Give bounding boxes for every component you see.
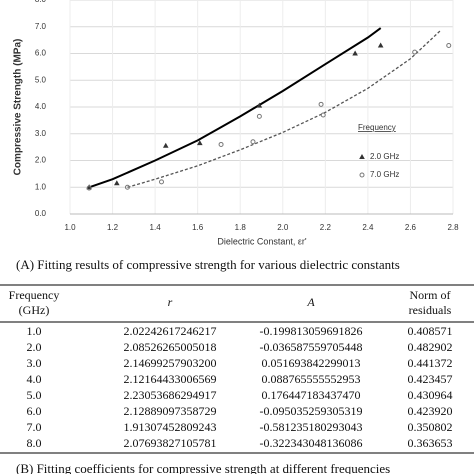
x-tick-label: 1.2 <box>107 223 119 232</box>
table-cell: 0.430964 <box>408 388 453 402</box>
table-cell: 0.088765555552953 <box>262 372 361 386</box>
y-tick-label: 3.0 <box>35 129 47 138</box>
table-header: A <box>306 295 315 309</box>
table-cell: 0.408571 <box>408 324 453 338</box>
table-cell: 0.423920 <box>408 404 453 418</box>
table-cell: -0.095035259305319 <box>260 404 363 418</box>
data-point <box>412 49 418 55</box>
x-axis-label: Dielectric Constant, εr' <box>217 236 307 246</box>
table-cell: 1.91307452809243 <box>124 420 217 434</box>
table-cell: -0.199813059691826 <box>260 324 363 338</box>
table-cell: 0.176447183437470 <box>262 388 361 402</box>
y-tick-label: 6.0 <box>35 49 47 58</box>
table-cell: 7.0 <box>27 420 42 434</box>
y-tick-label: 1.0 <box>35 182 47 191</box>
fit-line <box>127 30 441 188</box>
data-point <box>320 112 326 118</box>
legend-label: 2.0 GHz <box>370 152 399 161</box>
legend-marker <box>359 154 365 159</box>
data-point <box>250 139 256 145</box>
table-cell: 5.0 <box>27 388 42 402</box>
table-cell: 0.441372 <box>408 356 453 370</box>
y-tick-label: 5.0 <box>35 75 47 84</box>
table-cell: 4.0 <box>27 372 42 386</box>
data-point <box>318 101 324 107</box>
x-tick-label: 2.4 <box>362 223 374 232</box>
table-header: Frequency (GHz) <box>9 288 60 317</box>
table-cell: 0.482902 <box>408 340 453 354</box>
legend-title: Frequency <box>358 123 396 132</box>
table-cell: 3.0 <box>27 356 42 370</box>
data-point <box>86 184 92 190</box>
table-cell: 2.07693827105781 <box>124 436 217 450</box>
table-cell: -0.322343048136086 <box>260 436 363 450</box>
table-cell: 0.350802 <box>408 420 453 434</box>
x-tick-label: 1.6 <box>192 223 204 232</box>
data-point <box>256 102 263 108</box>
data-point <box>158 179 164 185</box>
x-tick-label: 2.0 <box>277 223 289 232</box>
table-cell: 2.14699257903200 <box>124 356 217 370</box>
y-tick-label: 7.0 <box>35 22 47 31</box>
table-cell: 0.051693842299013 <box>262 356 361 370</box>
y-axis-label: Compressive Strength (MPa) <box>13 39 24 176</box>
table-cell: 1.0 <box>27 324 42 338</box>
table-cell: 2.12164433006569 <box>124 372 217 386</box>
y-tick-label: 8.0 <box>35 0 47 4</box>
data-point <box>86 185 92 191</box>
x-tick-label: 2.8 <box>447 223 459 232</box>
table-header: Norm of residuals <box>409 288 452 317</box>
legend-marker <box>359 172 365 178</box>
data-point <box>256 113 262 119</box>
data-point <box>124 184 130 190</box>
caption-a: (A) Fitting results of compressive stren… <box>16 257 400 272</box>
table-cell: 2.12889097358729 <box>124 404 217 418</box>
data-point <box>377 42 384 48</box>
data-point <box>446 42 452 48</box>
table-cell: 2.08526265005018 <box>124 340 217 354</box>
table-cell: 0.363653 <box>408 436 453 450</box>
x-tick-label: 2.2 <box>320 223 332 232</box>
data-point <box>196 140 203 146</box>
y-tick-label: 4.0 <box>35 102 47 111</box>
data-point <box>352 50 358 56</box>
table-cell: 0.423457 <box>408 372 453 386</box>
data-point <box>114 180 120 186</box>
table-cell: 8.0 <box>27 436 42 450</box>
x-tick-label: 2.6 <box>405 223 417 232</box>
table: Frequency (GHz) r A Norm of residuals 1.0 2.022… <box>9 288 453 450</box>
x-tick-label: 1.0 <box>64 223 76 232</box>
table-cell: -0.581235180293043 <box>260 420 363 434</box>
caption-b: (B) Fitting coefficients for compressive… <box>16 461 390 474</box>
data-point <box>218 141 224 147</box>
table-cell: 2.23053686294917 <box>124 388 217 402</box>
x-tick-label: 1.4 <box>150 223 162 232</box>
table-cell: 2.0 <box>27 340 42 354</box>
fit-line <box>88 27 382 189</box>
table-cell: 6.0 <box>27 404 42 418</box>
table-cell: 2.02242617246217 <box>124 324 217 338</box>
table-header: r <box>168 295 173 309</box>
y-tick-label: 0.0 <box>35 209 47 218</box>
y-tick-label: 2.0 <box>35 156 47 165</box>
table-cell: -0.036587559705448 <box>260 340 363 354</box>
x-tick-label: 1.8 <box>235 223 247 232</box>
data-point <box>162 142 169 148</box>
legend-label: 7.0 GHz <box>370 170 399 179</box>
